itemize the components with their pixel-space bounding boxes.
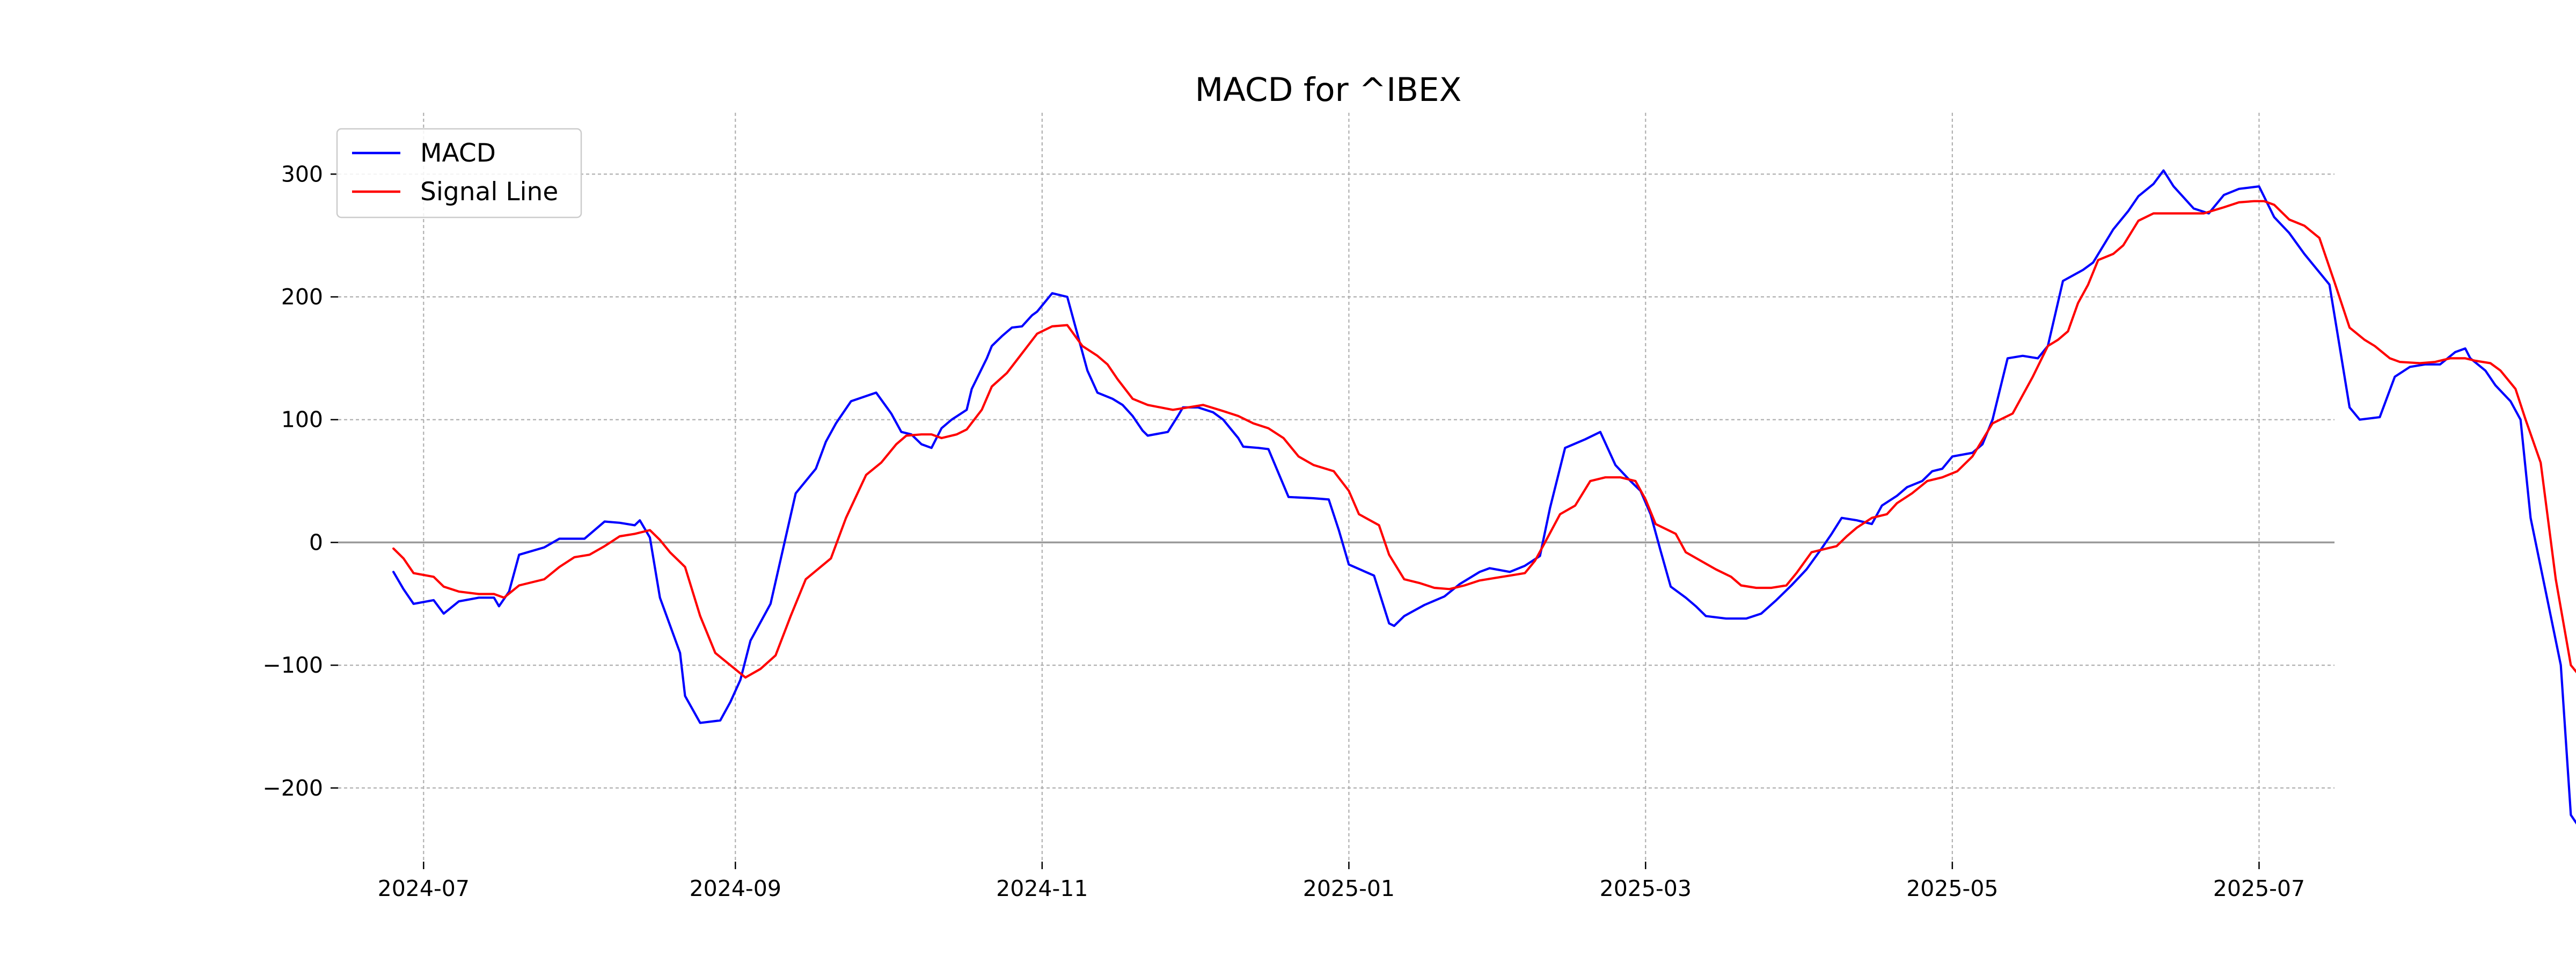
y-tick-label: 300 [281,161,323,187]
chart-title: MACD for ^IBEX [1195,71,1462,109]
legend-box [336,128,582,218]
x-tick-label: 2024-07 [378,876,470,901]
y-tick-label: −200 [262,775,323,801]
y-tick-label: 0 [309,529,323,555]
y-tick-label: −100 [262,652,323,678]
x-tick-label: 2025-03 [1600,876,1692,901]
axis-layer: 2024-07 2024-09 2024-11 2025-01 2025-03 2025-… [262,161,2305,901]
signal-line-series-line [392,200,2576,679]
macd-series-line [392,169,2576,825]
legend-label-signal-line: Signal Line [420,177,558,207]
x-tick-label: 2025-07 [2213,876,2305,901]
x-tick-label: 2024-11 [996,876,1088,901]
legend-label-macd: MACD [420,139,496,168]
x-tick-label: 2025-05 [1906,876,1998,901]
legend: MACD Signal Line [336,128,582,218]
y-tick-label: 200 [281,284,323,310]
y-tick-label: 100 [281,407,323,433]
grid-layer [338,113,2334,862]
x-tick-label: 2024-09 [690,876,781,901]
series-layer [392,169,2576,825]
x-tick-label: 2025-01 [1303,876,1395,901]
